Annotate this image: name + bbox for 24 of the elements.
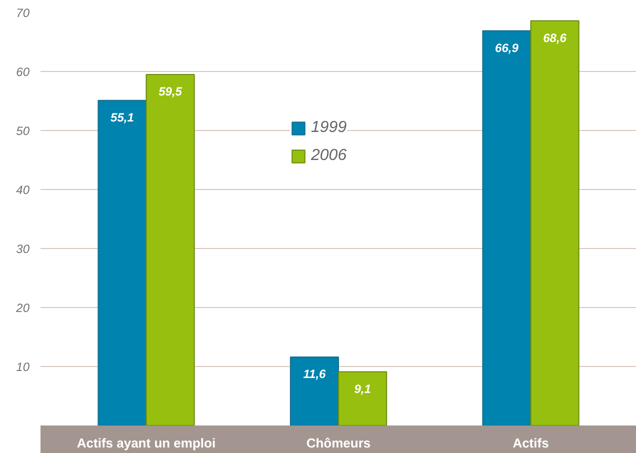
- data-label: 55,1: [110, 110, 134, 124]
- y-tick-label: 60: [16, 65, 30, 79]
- data-label: 59,5: [158, 84, 182, 98]
- bar: [290, 356, 339, 426]
- data-label: 11,6: [303, 367, 326, 382]
- bar: [482, 30, 532, 426]
- bar: [338, 371, 388, 426]
- y-tick-label: 40: [16, 183, 30, 197]
- legend-label: 1999: [311, 119, 347, 137]
- bar: [98, 100, 147, 426]
- data-label: 66,9: [495, 40, 519, 55]
- legend-label: 2006: [311, 147, 347, 165]
- data-label: 9,1: [354, 382, 372, 396]
- y-tick-label: 30: [16, 242, 30, 256]
- y-tick-label: 10: [16, 360, 30, 374]
- bar: [530, 20, 580, 426]
- y-tick-label: 20: [15, 301, 30, 315]
- y-tick-label: 50: [16, 124, 30, 138]
- bar: [146, 74, 195, 426]
- data-label: 68,6: [543, 30, 567, 45]
- x-tick-label: Actifs: [512, 436, 549, 450]
- x-tick-label: Chômeurs: [306, 436, 371, 450]
- x-tick-label: Actifs ayant un emploi: [76, 436, 216, 450]
- y-tick-label: 70: [16, 6, 30, 20]
